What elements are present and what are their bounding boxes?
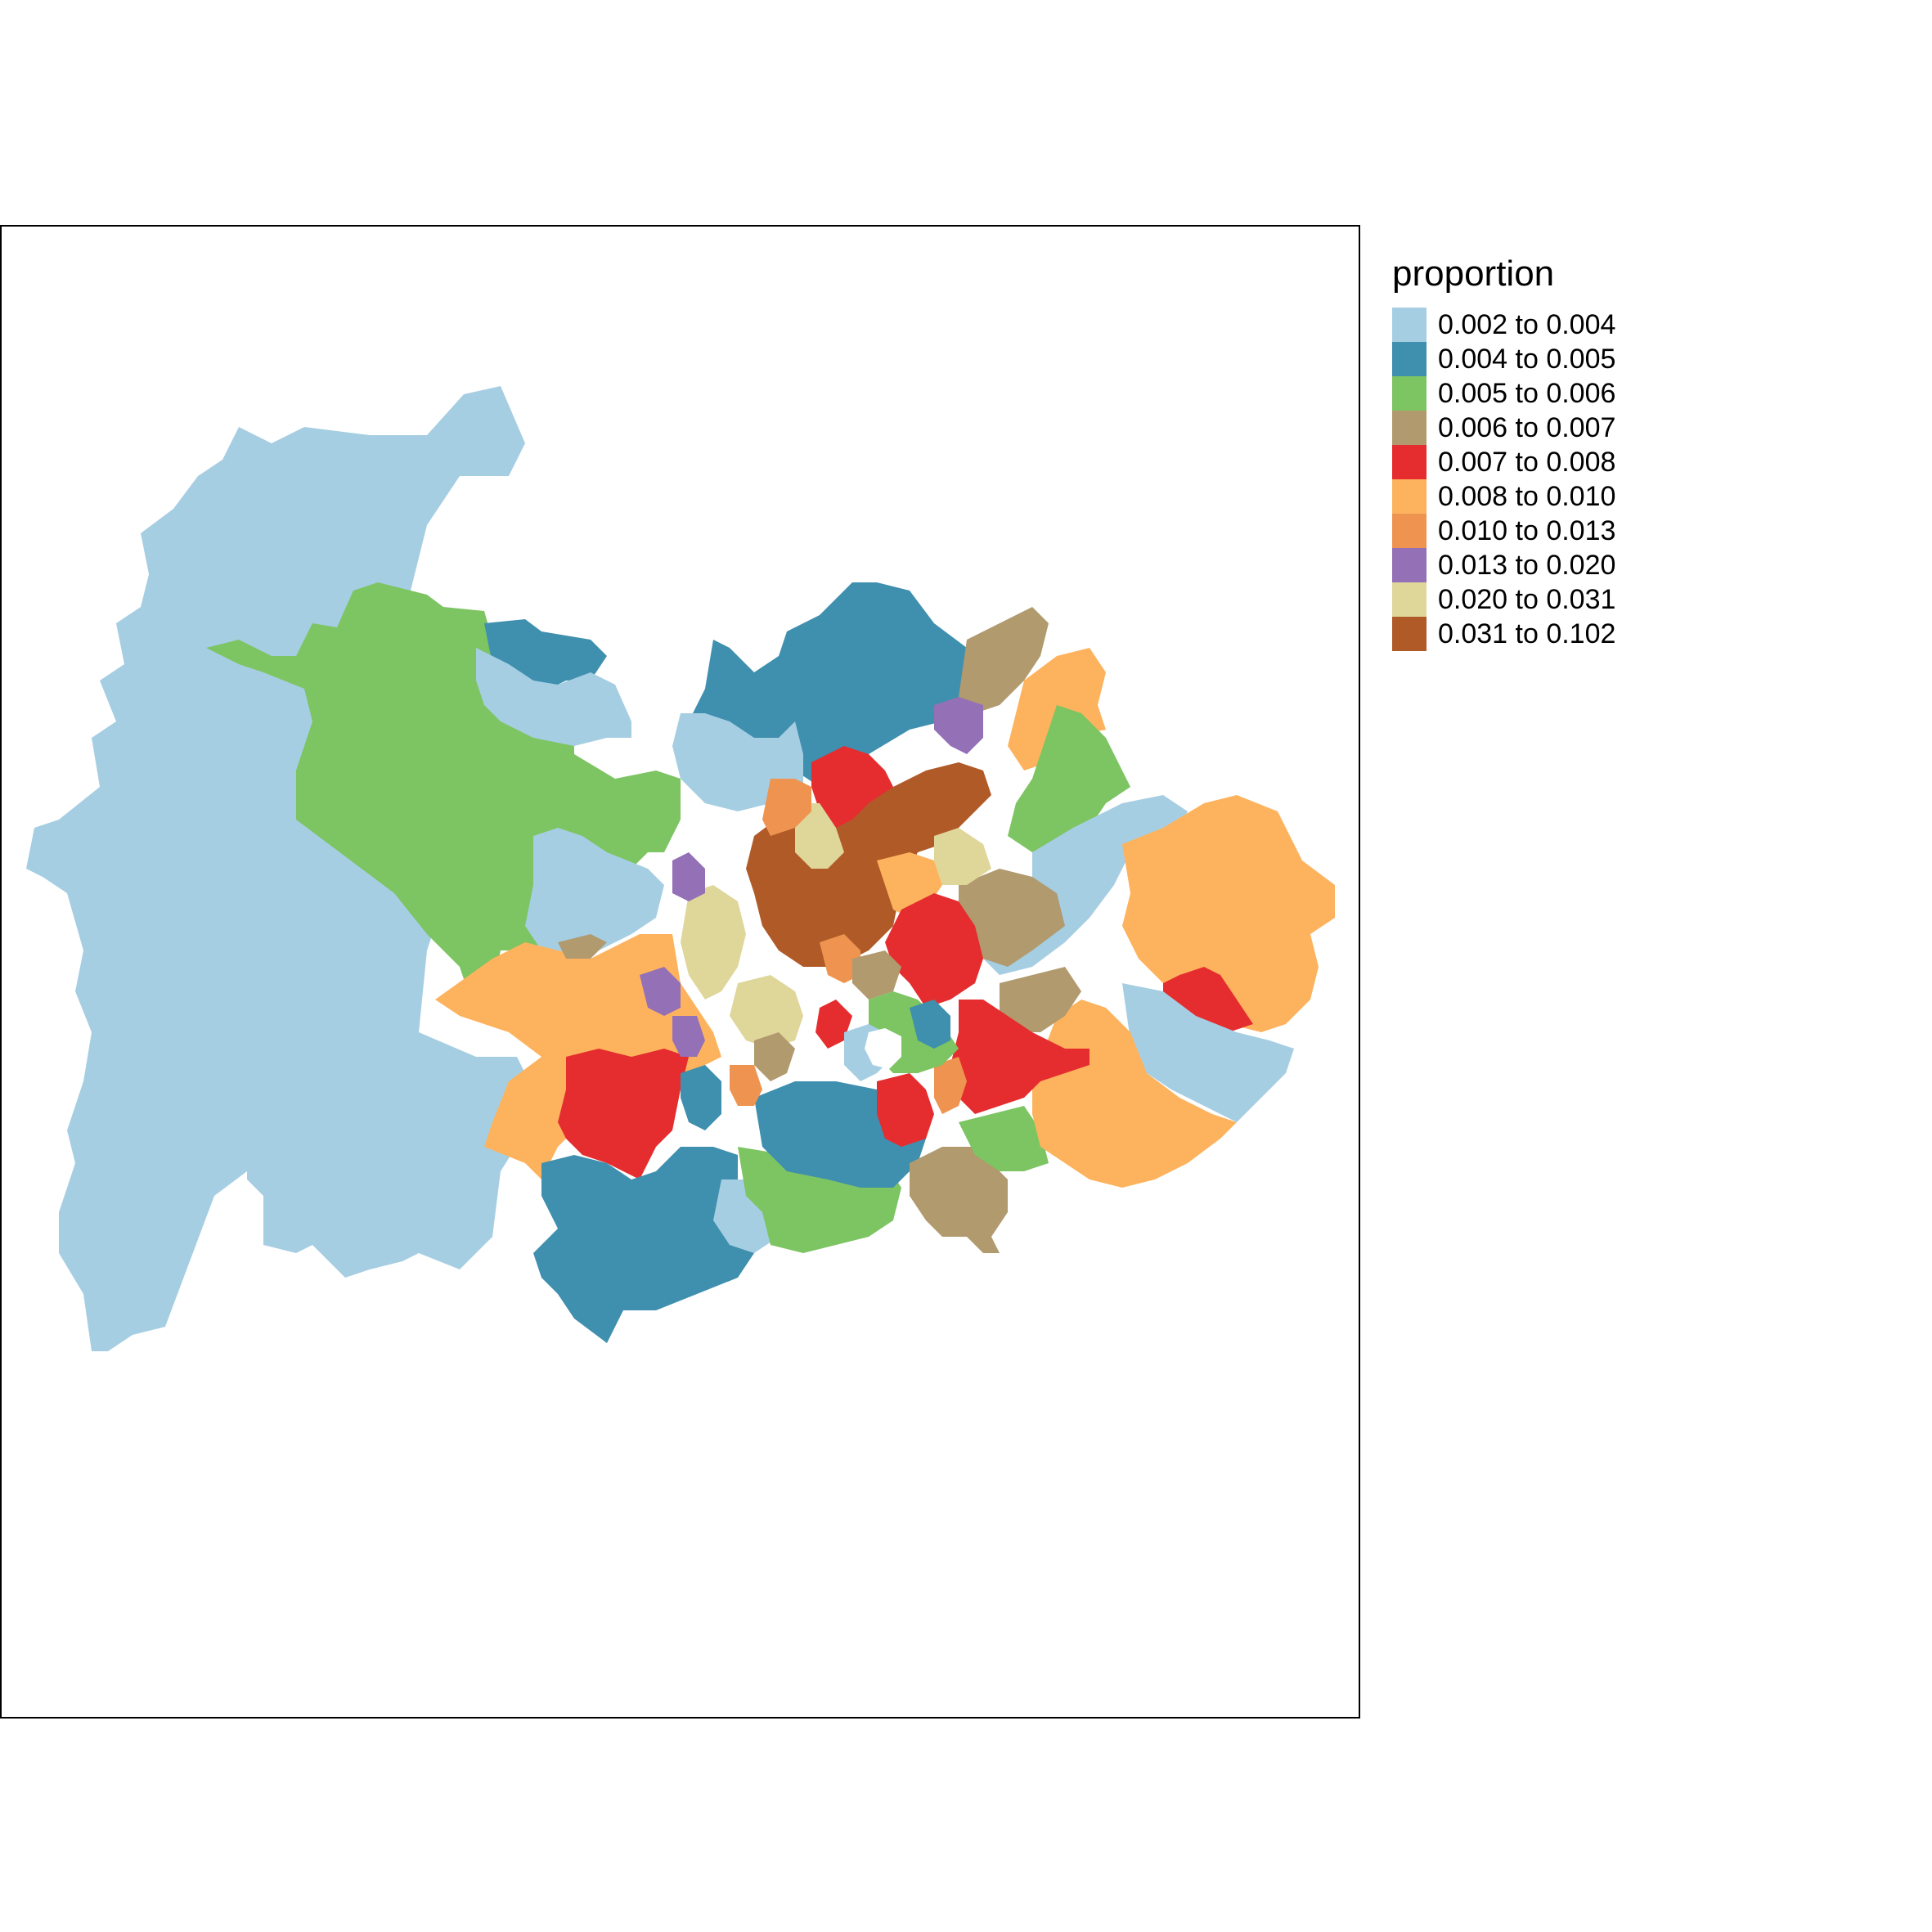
region-north-central-blue (689, 582, 975, 787)
region-south-blue (533, 1147, 754, 1343)
legend-item: 0.031 to 0.102 (1392, 617, 1615, 651)
region-central-khaki-south (730, 975, 803, 1049)
region-north-lightblue (476, 648, 631, 746)
region-southwest-red (558, 1049, 689, 1179)
legend-item: 0.010 to 0.013 (1392, 514, 1615, 548)
region-east-central-red (885, 893, 983, 1008)
region-east-central-tan (1000, 967, 1081, 1032)
legend-swatch (1392, 411, 1427, 445)
region-central-tan-1 (754, 1032, 795, 1081)
region-southwest-blue-small (681, 1065, 721, 1130)
legend-label: 0.031 to 0.102 (1438, 618, 1616, 649)
legend-swatch (1392, 582, 1427, 617)
choropleth-map (26, 386, 1335, 1351)
region-central-orange-north (762, 779, 811, 836)
legend-swatch (1392, 514, 1427, 548)
no-data-hole (865, 1028, 901, 1069)
region-west-tan-small (558, 934, 607, 959)
region-central-tan-2 (852, 950, 901, 1000)
legend-item: 0.004 to 0.005 (1392, 342, 1615, 376)
legend-title: proportion (1392, 254, 1555, 294)
legend-swatch (1392, 376, 1427, 411)
region-central-khaki-north (795, 803, 844, 869)
region-northeast-green (1008, 705, 1130, 852)
legend-label: 0.002 to 0.004 (1438, 308, 1616, 340)
region-west-purple-2 (640, 967, 681, 1016)
legend-label: 0.007 to 0.008 (1438, 446, 1616, 478)
region-southeast-orange (1032, 1000, 1237, 1188)
legend-label: 0.008 to 0.010 (1438, 480, 1616, 512)
region-central-orange-1 (820, 934, 860, 983)
region-east-orange (1122, 795, 1335, 1032)
legend: proportion 0.002 to 0.004 0.004 to 0.005… (1392, 254, 1615, 651)
region-west-purple-3 (672, 1016, 705, 1057)
region-central-right-khaki (934, 828, 991, 885)
legend-items: 0.002 to 0.004 0.004 to 0.005 0.005 to 0… (1392, 308, 1615, 651)
region-central-red-small (815, 1000, 852, 1049)
region-central-orange-3 (730, 1065, 762, 1106)
legend-item: 0.013 to 0.020 (1392, 548, 1615, 582)
region-core-brown (746, 762, 991, 967)
region-central-red-north (811, 746, 893, 828)
legend-swatch (1392, 548, 1427, 582)
region-central-blue-small (910, 1000, 950, 1049)
legend-item: 0.007 to 0.008 (1392, 445, 1615, 479)
legend-item: 0.020 to 0.031 (1392, 582, 1615, 617)
region-north-purple (934, 697, 983, 754)
legend-item: 0.002 to 0.004 (1392, 308, 1615, 342)
legend-item: 0.005 to 0.006 (1392, 376, 1615, 411)
legend-label: 0.005 to 0.006 (1438, 377, 1616, 409)
legend-label: 0.006 to 0.007 (1438, 411, 1616, 443)
region-west-purple-1 (672, 852, 705, 901)
region-south-tan (910, 1147, 1008, 1253)
region-midwest-lightblue (525, 828, 664, 959)
legend-label: 0.004 to 0.005 (1438, 343, 1616, 375)
legend-swatch (1392, 617, 1427, 651)
region-south-central-red (877, 1073, 934, 1147)
map-panel (0, 225, 1360, 1719)
region-central-orange-2 (934, 1057, 967, 1114)
legend-label: 0.020 to 0.031 (1438, 583, 1616, 615)
region-southeast-lightblue (1122, 983, 1294, 1122)
legend-label: 0.010 to 0.013 (1438, 514, 1616, 546)
legend-item: 0.006 to 0.007 (1392, 411, 1615, 445)
legend-swatch (1392, 342, 1427, 376)
region-southeast-green (959, 1106, 1049, 1171)
legend-swatch (1392, 445, 1427, 479)
region-west-khaki (681, 885, 746, 1000)
legend-swatch (1392, 308, 1427, 342)
legend-swatch (1392, 479, 1427, 514)
region-east-tan (959, 869, 1065, 967)
legend-item: 0.008 to 0.010 (1392, 479, 1615, 514)
region-southeast-red (950, 1000, 1090, 1114)
legend-label: 0.013 to 0.020 (1438, 549, 1616, 581)
region-northeast-tan (959, 607, 1049, 713)
